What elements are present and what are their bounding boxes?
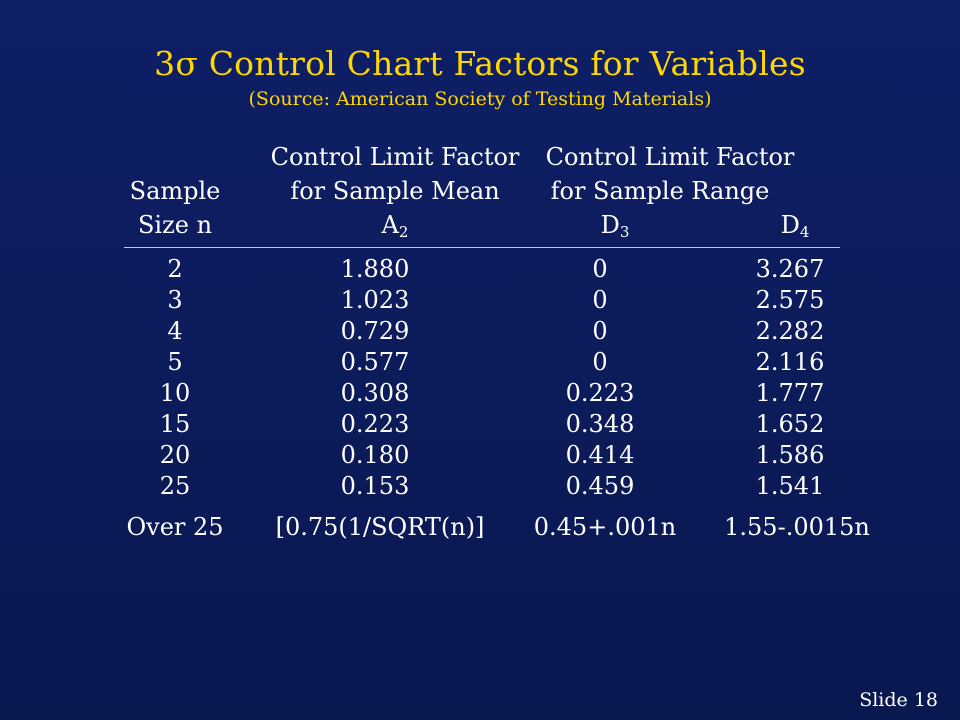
table-row: 15 0.223 0.348 1.652: [0, 409, 960, 440]
cell-d4: 1.541: [755, 472, 825, 500]
slide-number: Slide 18: [859, 689, 938, 711]
cell-sample-size: 2: [167, 255, 183, 283]
cell-d4: 1.777: [755, 379, 825, 407]
header-sample-size: Size n: [137, 211, 213, 239]
cell-d3: 0: [592, 317, 608, 345]
cell-a2: 1.023: [340, 286, 410, 314]
cell-a2: 0.308: [340, 379, 410, 407]
header-divider: [124, 247, 840, 248]
table-row: 5 0.577 0 2.116: [0, 347, 960, 378]
table-row-over-25: Over 25 [0.75(1/SQRT(n)] 0.45+.001n 1.55…: [0, 512, 960, 543]
cell-d4: 1.55-.0015n: [724, 513, 870, 541]
table-row: 4 0.729 0 2.282: [0, 316, 960, 347]
cell-a2: 1.880: [340, 255, 410, 283]
cell-a2: 0.180: [340, 441, 410, 469]
cell-sample-size: 5: [167, 348, 183, 376]
table-row: 10 0.308 0.223 1.777: [0, 378, 960, 409]
cell-d4: 2.116: [755, 348, 825, 376]
cell-d3: 0: [592, 348, 608, 376]
header-d3: D3: [600, 211, 630, 241]
cell-sample-size: Over 25: [126, 513, 224, 541]
table-row: 2 1.880 0 3.267: [0, 254, 960, 285]
cell-d3: 0.45+.001n: [533, 513, 677, 541]
cell-d4: 3.267: [755, 255, 825, 283]
header-a2: A2: [381, 211, 409, 241]
cell-sample-size: 4: [167, 317, 183, 345]
cell-a2: 0.577: [340, 348, 410, 376]
cell-d4: 2.282: [755, 317, 825, 345]
cell-d3: 0: [592, 286, 608, 314]
cell-d4: 1.586: [755, 441, 825, 469]
table-row: 3 1.023 0 2.575: [0, 285, 960, 316]
header-range-factor-line1: Control Limit Factor: [545, 143, 795, 171]
cell-sample-size: 20: [159, 441, 191, 469]
cell-d3: 0.223: [565, 379, 635, 407]
cell-d3: 0.348: [565, 410, 635, 438]
slide-title: 3σ Control Chart Factors for Variables: [154, 44, 806, 83]
header-range-factor-line2: for Sample Range: [550, 177, 770, 205]
cell-sample-size: 25: [159, 472, 191, 500]
cell-sample-size: 3: [167, 286, 183, 314]
cell-d4: 1.652: [755, 410, 825, 438]
cell-a2: 0.153: [340, 472, 410, 500]
header-mean-factor-line2: for Sample Mean: [290, 177, 500, 205]
cell-d3: 0: [592, 255, 608, 283]
cell-sample-size: 10: [159, 379, 191, 407]
slide-subtitle: (Source: American Society of Testing Mat…: [248, 88, 712, 110]
table-row: 20 0.180 0.414 1.586: [0, 440, 960, 471]
cell-d3: 0.459: [565, 472, 635, 500]
table-row: 25 0.153 0.459 1.541: [0, 471, 960, 502]
cell-d3: 0.414: [565, 441, 635, 469]
cell-a2: 0.223: [340, 410, 410, 438]
cell-a2: [0.75(1/SQRT(n)]: [275, 513, 485, 541]
cell-a2: 0.729: [340, 317, 410, 345]
cell-sample-size: 15: [159, 410, 191, 438]
header-mean-factor-line1: Control Limit Factor: [270, 143, 520, 171]
header-sample-line1: Sample: [129, 177, 221, 205]
header-d4: D4: [780, 211, 810, 241]
cell-d4: 2.575: [755, 286, 825, 314]
